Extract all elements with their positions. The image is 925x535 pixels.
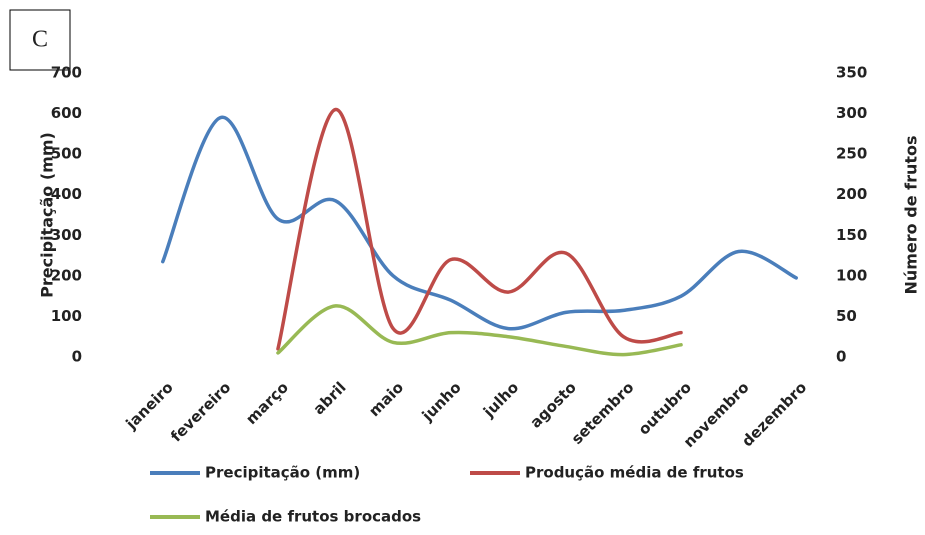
data-line	[276, 107, 683, 351]
y-tick-label: 0	[72, 348, 82, 366]
y2-tick-label: 300	[836, 104, 867, 122]
data-line	[276, 304, 683, 357]
x-tick-label: fevereiro	[167, 378, 234, 445]
y2-axis-label: Número de frutos	[902, 135, 921, 294]
data-line	[161, 115, 798, 331]
x-tick-label: setembro	[568, 378, 638, 448]
x-tick-label: março	[242, 378, 292, 428]
y-tick-label: 200	[51, 266, 82, 284]
y-tick-label: 300	[51, 226, 82, 244]
y-axis-label: Precipitação (mm)	[38, 132, 57, 298]
y2-tick-label: 350	[836, 64, 867, 82]
y-tick-label: 600	[51, 104, 82, 122]
x-tick-label: outubro	[635, 378, 695, 438]
y2-tick-label: 100	[836, 266, 867, 284]
x-tick-label: julho	[479, 378, 522, 421]
panel-box	[9, 9, 71, 71]
x-tick-label: maio	[365, 378, 407, 420]
legend-label: Média de frutos brocados	[205, 508, 421, 526]
y-tick-label: 100	[51, 307, 82, 325]
x-tick-label: junho	[418, 378, 465, 425]
y-tick-label: 700	[51, 64, 82, 82]
panel-label: C	[32, 27, 48, 53]
y-tick-label: 500	[51, 145, 82, 163]
y-tick-label: 400	[51, 185, 82, 203]
legend-label: Produção média de frutos	[525, 464, 744, 482]
legend-label: Precipitação (mm)	[205, 464, 360, 482]
y2-tick-label: 200	[836, 185, 867, 203]
y2-tick-label: 0	[836, 348, 846, 366]
x-tick-label: agosto	[526, 378, 579, 431]
y2-tick-label: 250	[836, 145, 867, 163]
x-tick-label: abril	[310, 378, 350, 418]
x-tick-label: janeiro	[122, 378, 177, 433]
y2-tick-label: 50	[836, 307, 857, 325]
y2-tick-label: 150	[836, 226, 867, 244]
